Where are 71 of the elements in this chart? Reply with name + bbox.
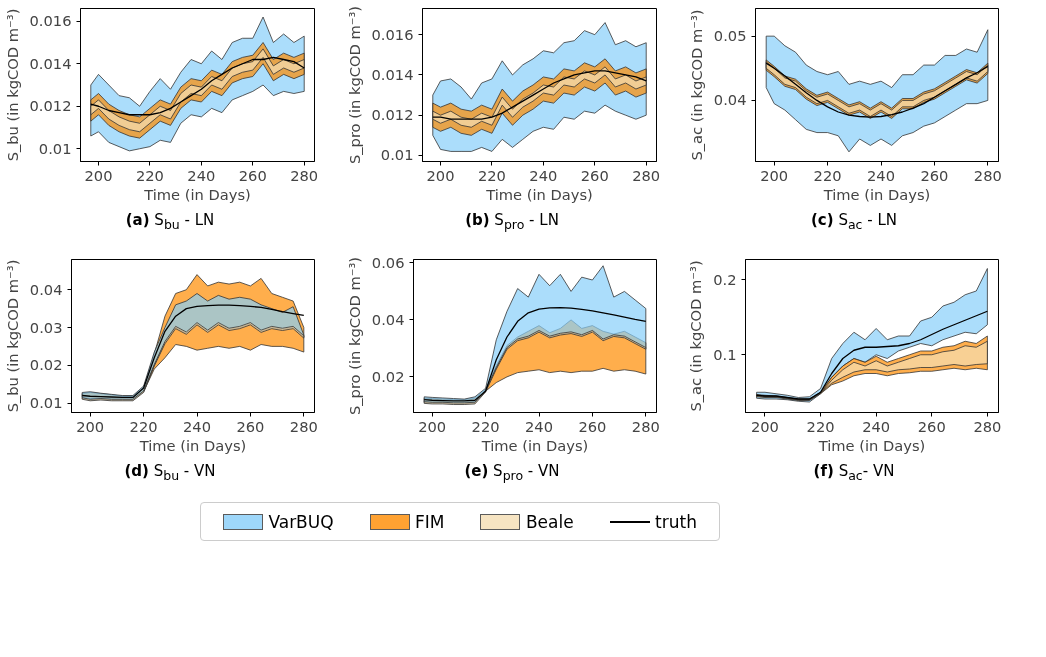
y-tick-label: 0.04 bbox=[371, 310, 405, 328]
legend-label: FIM bbox=[415, 511, 445, 532]
x-axis-title: Time (in Days) bbox=[817, 436, 926, 454]
y-tick-label: 0.014 bbox=[29, 54, 72, 72]
x-tick-label: 280 bbox=[290, 166, 319, 184]
x-tick-label: 260 bbox=[238, 166, 267, 184]
x-tick-label: 240 bbox=[183, 417, 211, 435]
x-tick-label: 280 bbox=[632, 166, 661, 184]
x-axis-title: Time (in Days) bbox=[138, 436, 247, 454]
x-tick-label: 260 bbox=[920, 166, 949, 184]
x-tick-label: 280 bbox=[289, 417, 318, 435]
y-tick-label: 0.01 bbox=[380, 146, 414, 164]
legend-label: truth bbox=[655, 511, 697, 532]
x-tick-label: 220 bbox=[806, 417, 835, 435]
y-tick-label: 0.014 bbox=[371, 65, 414, 83]
text: (c) S$_{ac}$ - LN bbox=[810, 210, 898, 234]
x-tick-label: 220 bbox=[471, 417, 500, 435]
x-tick-label: 200 bbox=[750, 417, 779, 435]
y-tick-label: 0.01 bbox=[29, 394, 63, 412]
y-tick-label: 0.012 bbox=[29, 97, 72, 115]
y-tick-label: 0.01 bbox=[38, 139, 72, 157]
x-tick-label: 240 bbox=[187, 166, 216, 184]
x-tick-label: 260 bbox=[578, 417, 607, 435]
y-tick-label: 0.2 bbox=[713, 270, 737, 288]
x-tick-label: 280 bbox=[973, 417, 1002, 435]
x-tick-label: 200 bbox=[760, 166, 789, 184]
y-tick-label: 0.016 bbox=[29, 12, 72, 30]
text: (b) S$_{pro}$ - LN bbox=[464, 210, 560, 234]
x-axis-title: Time (in Days) bbox=[143, 185, 251, 203]
y-tick-label: 0.02 bbox=[29, 356, 63, 374]
y-axis-title: S_bu (in kgCOD m⁻³) bbox=[3, 259, 21, 413]
x-tick-label: 200 bbox=[426, 166, 455, 184]
y-axis-title: S_pro (in kgCOD m⁻³) bbox=[345, 256, 363, 416]
x-tick-label: 220 bbox=[135, 166, 164, 184]
x-tick-label: 260 bbox=[917, 417, 946, 435]
y-tick-label: 0.04 bbox=[713, 91, 747, 109]
x-tick-label: 200 bbox=[76, 417, 105, 435]
x-tick-label: 260 bbox=[580, 166, 609, 184]
x-tick-label: 220 bbox=[129, 417, 158, 435]
y-axis-title: S_ac (in kgCOD m⁻³) bbox=[687, 260, 705, 412]
text: (e) S$_{pro}$ - VN bbox=[463, 461, 561, 485]
x-tick-label: 220 bbox=[813, 166, 842, 184]
y-tick-label: 0.1 bbox=[713, 345, 737, 363]
x-tick-label: 280 bbox=[973, 166, 1002, 184]
x-tick-label: 240 bbox=[862, 417, 891, 435]
x-tick-label: 200 bbox=[84, 166, 113, 184]
x-tick-label: 280 bbox=[631, 417, 660, 435]
y-tick-label: 0.04 bbox=[29, 280, 63, 298]
x-tick-label: 200 bbox=[418, 417, 447, 435]
legend-label: VarBUQ bbox=[268, 511, 334, 532]
y-tick-label: 0.05 bbox=[713, 27, 747, 45]
text: (f) S$_{ac}$- VN bbox=[812, 461, 896, 485]
text: (a) S$_{bu}$ - LN bbox=[124, 210, 216, 234]
text: (d) S$_{bu}$ - VN bbox=[123, 461, 217, 485]
x-tick-label: 260 bbox=[236, 417, 265, 435]
y-axis-title: S_bu (in kgCOD m⁻³) bbox=[3, 8, 21, 162]
y-axis-title: S_pro (in kgCOD m⁻³) bbox=[345, 5, 363, 165]
x-axis-title: Time (in Days) bbox=[485, 185, 593, 203]
x-tick-label: 240 bbox=[525, 417, 553, 435]
x-axis-title: Time (in Days) bbox=[822, 185, 931, 203]
y-tick-label: 0.012 bbox=[371, 106, 414, 124]
legend-label: Beale bbox=[525, 511, 574, 532]
x-tick-label: 220 bbox=[477, 166, 506, 184]
y-tick-label: 0.02 bbox=[371, 367, 405, 385]
y-tick-label: 0.03 bbox=[29, 318, 63, 336]
y-tick-label: 0.06 bbox=[371, 253, 405, 271]
y-tick-label: 0.016 bbox=[371, 25, 414, 43]
x-tick-label: 240 bbox=[867, 166, 895, 184]
x-axis-title: Time (in Days) bbox=[480, 436, 589, 454]
x-tick-label: 240 bbox=[529, 166, 558, 184]
y-axis-title: S_ac (in kgCOD m⁻³) bbox=[687, 9, 705, 161]
